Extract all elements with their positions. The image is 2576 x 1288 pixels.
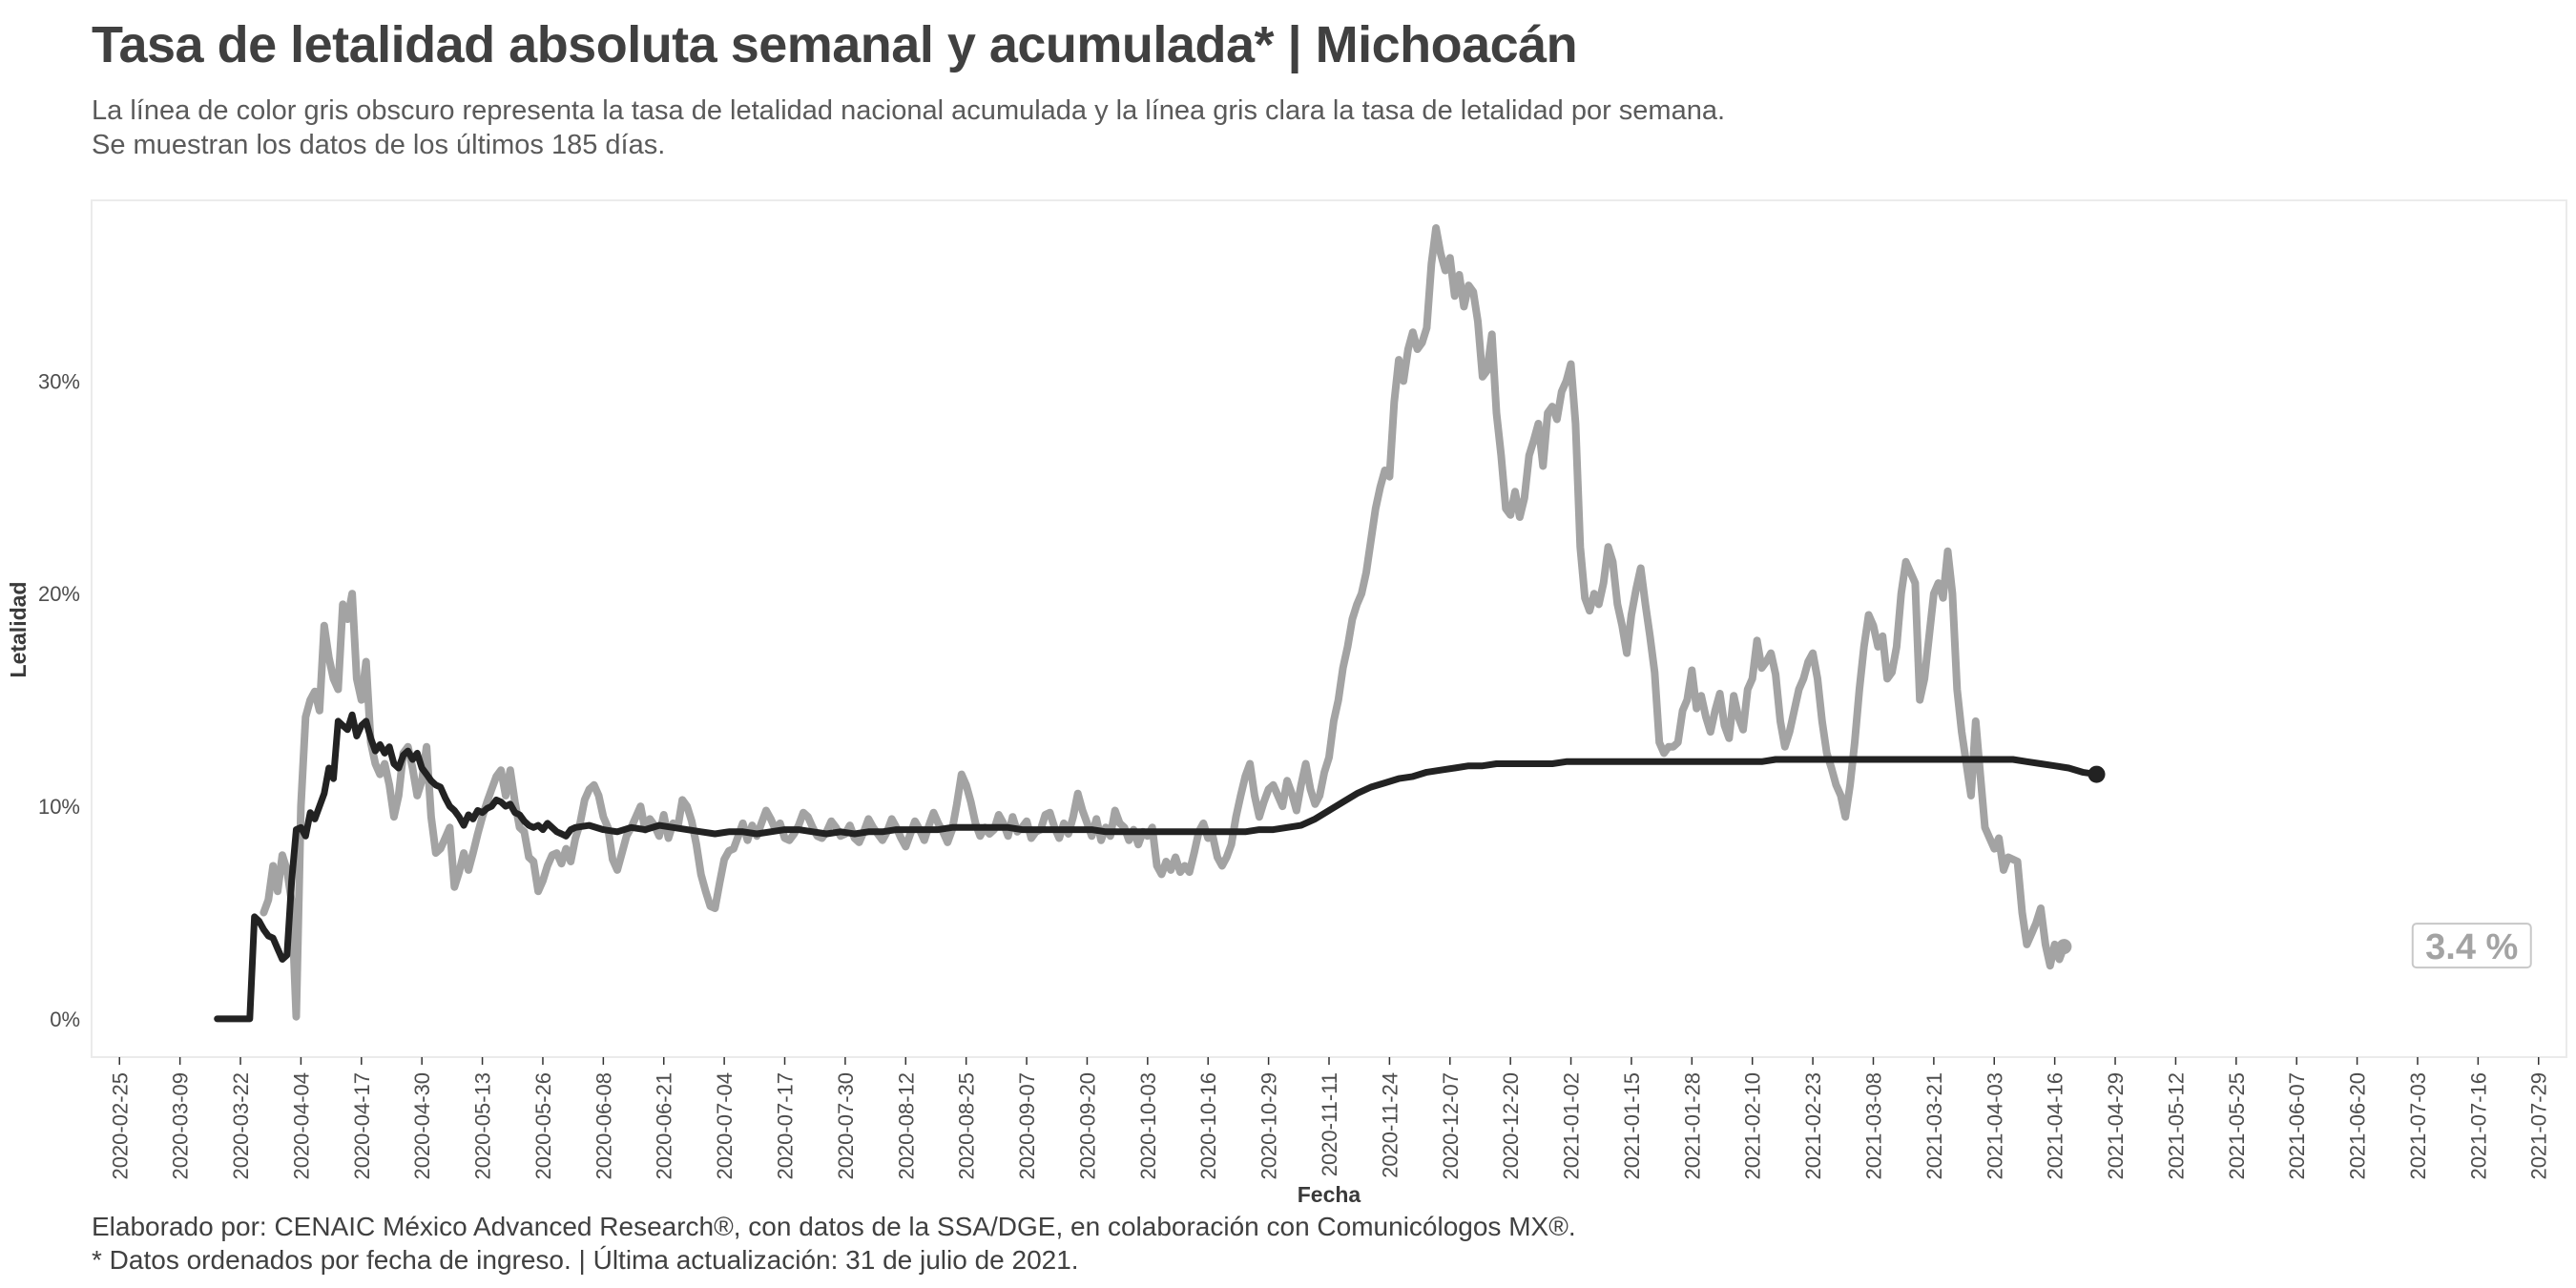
x-tick-label: 2020-12-20 <box>1499 1072 1523 1180</box>
y-tick-label: 20% <box>38 582 80 606</box>
x-tick-label: 2021-02-10 <box>1741 1072 1765 1180</box>
x-tick-label: 2020-10-29 <box>1257 1072 1281 1180</box>
x-tick-label: 2021-06-20 <box>2346 1072 2370 1180</box>
x-tick-label: 2020-07-17 <box>774 1072 798 1180</box>
plot-panel <box>91 199 2567 1058</box>
x-tick-label: 2020-03-09 <box>169 1072 193 1180</box>
x-tick-label: 2021-07-03 <box>2406 1072 2430 1180</box>
x-tick-label: 2021-04-03 <box>1983 1072 2006 1180</box>
subtitle-line-2: Se muestran los datos de los últimos 185… <box>92 130 666 160</box>
x-tick-label: 2020-04-04 <box>289 1072 313 1180</box>
x-tick-label: 2021-01-28 <box>1680 1072 1704 1180</box>
footer-note: * Datos ordenados por fecha de ingreso. … <box>92 1245 1079 1275</box>
x-tick-label: 2021-05-12 <box>2164 1072 2188 1180</box>
chart-footer: Elaborado por: CENAIC México Advanced Re… <box>92 1210 1576 1277</box>
x-tick-label: 2021-04-16 <box>2044 1072 2067 1180</box>
x-tick-label: 2020-10-16 <box>1196 1072 1220 1180</box>
y-tick-label: 10% <box>38 795 80 819</box>
x-tick-label: 2020-09-20 <box>1075 1072 1099 1180</box>
x-tick-label: 2021-04-29 <box>2104 1072 2128 1180</box>
y-tick-label: 0% <box>50 1008 80 1031</box>
series-layer <box>214 224 2106 1023</box>
y-axis: 0% 10% 20% 30% <box>38 369 80 1030</box>
x-tick-label: 2020-04-17 <box>350 1072 374 1180</box>
x-tick-label: 2021-01-02 <box>1560 1072 1584 1180</box>
x-tick-label: 2020-06-21 <box>653 1072 676 1180</box>
value-annotation-box <box>2411 923 2532 969</box>
x-tick-label: 2020-08-25 <box>955 1072 979 1180</box>
weekly-endpoint-marker <box>2056 939 2072 955</box>
x-tick-label: 2020-11-11 <box>1318 1072 1341 1176</box>
value-annotation-label: 3.4 % <box>2425 927 2518 967</box>
x-tick-label: 2020-09-07 <box>1015 1072 1039 1180</box>
x-tick-label: 2021-07-16 <box>2466 1072 2490 1180</box>
cumulative-endpoint-marker <box>2088 765 2106 783</box>
weekly-lethality-line <box>260 224 2068 1021</box>
chart-subtitle: La línea de color gris obscuro represent… <box>92 93 1725 162</box>
y-tick-label: 30% <box>38 369 80 393</box>
x-axis: 2020-02-25 2020-03-09 2020-03-22 2020-04-04… <box>108 1057 2551 1180</box>
subtitle-line-1: La línea de color gris obscuro represent… <box>92 95 1726 126</box>
x-tick-label: 2020-03-22 <box>229 1072 253 1180</box>
x-tick-label: 2021-03-21 <box>1922 1072 1946 1180</box>
annotation-layer: 3.4 % <box>2411 923 2532 969</box>
cumulative-lethality-line <box>214 711 2100 1023</box>
footer-credit: Elaborado por: CENAIC México Advanced Re… <box>92 1212 1576 1241</box>
x-tick-label: 2020-05-13 <box>471 1072 495 1180</box>
x-tick-label: 2020-11-24 <box>1378 1072 1402 1178</box>
x-tick-label: 2020-10-03 <box>1136 1072 1160 1180</box>
x-tick-label: 2020-05-26 <box>531 1072 555 1180</box>
x-tick-label: 2021-06-07 <box>2285 1072 2309 1180</box>
x-tick-label: 2021-05-25 <box>2225 1072 2249 1180</box>
x-tick-label: 2021-02-23 <box>1801 1072 1825 1180</box>
x-tick-label: 2020-02-25 <box>108 1072 132 1180</box>
x-tick-label: 2020-08-12 <box>894 1072 918 1180</box>
x-tick-label: 2020-07-30 <box>834 1072 858 1180</box>
y-axis-title: Letalidad <box>6 582 31 678</box>
x-tick-label: 2021-01-15 <box>1620 1072 1644 1180</box>
x-tick-label: 2020-07-04 <box>713 1072 737 1180</box>
x-tick-label: 2021-07-29 <box>2527 1072 2551 1180</box>
x-tick-label: 2020-04-30 <box>410 1072 434 1180</box>
x-tick-label: 2021-03-08 <box>1861 1072 1885 1180</box>
x-axis-title: Fecha <box>1298 1182 1361 1207</box>
chart-title: Tasa de letalidad absoluta semanal y acu… <box>92 16 1578 73</box>
x-tick-label: 2020-12-07 <box>1439 1072 1463 1180</box>
x-tick-label: 2020-06-08 <box>592 1072 615 1180</box>
